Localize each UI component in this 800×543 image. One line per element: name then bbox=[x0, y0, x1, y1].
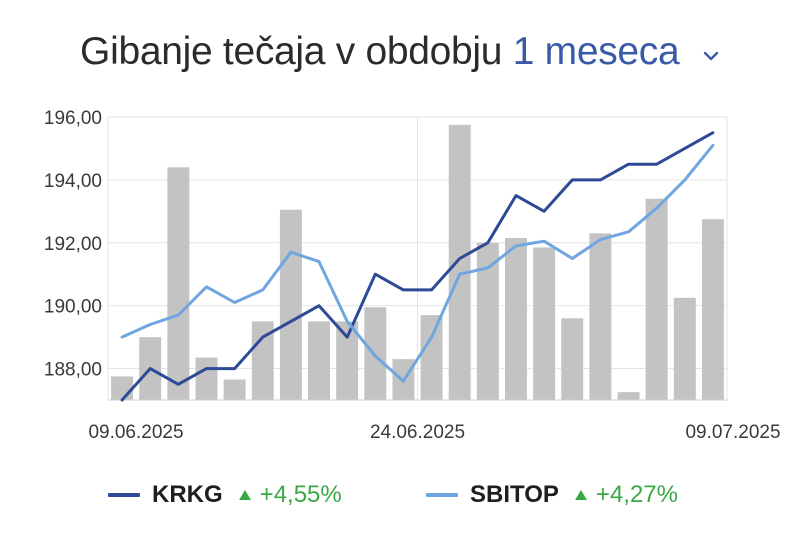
krkg-line-swatch bbox=[108, 493, 140, 497]
legend-name: SBITOP bbox=[470, 481, 559, 508]
x-tick-label: 09.06.2025 bbox=[88, 422, 183, 443]
sbitop-line bbox=[120, 143, 715, 383]
volume-bar bbox=[308, 321, 330, 400]
y-tick-label: 194,00 bbox=[44, 171, 102, 192]
volume-bar bbox=[617, 392, 640, 400]
x-tick-label: 09.07.2025 bbox=[685, 422, 780, 443]
chevron-down-icon[interactable] bbox=[702, 28, 720, 72]
x-tick-label: 24.06.2025 bbox=[370, 422, 465, 443]
y-tick-label: 190,00 bbox=[44, 297, 102, 318]
krkg-line bbox=[120, 131, 715, 402]
triangle-up-icon bbox=[238, 490, 251, 500]
y-tick-label: 196,00 bbox=[44, 108, 102, 129]
legend-change: +4,55% bbox=[259, 481, 342, 508]
price-chart: 196,00 194,00 192,00 190,00 188,00 09.06.2025… bbox=[44, 108, 781, 443]
volume-bar bbox=[223, 379, 246, 400]
y-tick-label: 188,00 bbox=[44, 360, 102, 381]
legend-name: KRKG bbox=[152, 481, 223, 508]
legend-change: +4,27% bbox=[595, 481, 678, 508]
chart-title: Gibanje tečaja v obdobju 1 meseca bbox=[0, 30, 800, 74]
legend-item-sbitop: SBITOP +4,27% bbox=[426, 478, 678, 512]
volume-bar bbox=[673, 297, 696, 400]
volume-bar bbox=[533, 247, 556, 400]
y-tick-label: 192,00 bbox=[44, 234, 102, 255]
volume-bar bbox=[195, 357, 218, 400]
triangle-up-icon bbox=[574, 490, 587, 500]
period-selector[interactable]: 1 meseca bbox=[512, 30, 680, 73]
volume-bar bbox=[111, 376, 134, 400]
volume-bar bbox=[505, 238, 527, 400]
volume-bar bbox=[420, 315, 443, 400]
volume-bar bbox=[645, 198, 668, 400]
sbitop-line-swatch bbox=[426, 493, 458, 497]
volume-bar bbox=[701, 219, 724, 400]
volume-bar bbox=[279, 209, 302, 400]
volume-bar bbox=[476, 242, 499, 400]
volume-bar bbox=[336, 321, 359, 400]
volume-bar bbox=[167, 167, 190, 400]
volume-bar bbox=[589, 233, 612, 400]
title-prefix: Gibanje tečaja v obdobju bbox=[80, 30, 503, 73]
volume-bar bbox=[448, 124, 471, 400]
legend-item-krkg: KRKG +4,55% bbox=[108, 478, 342, 512]
volume-bar bbox=[561, 318, 584, 400]
